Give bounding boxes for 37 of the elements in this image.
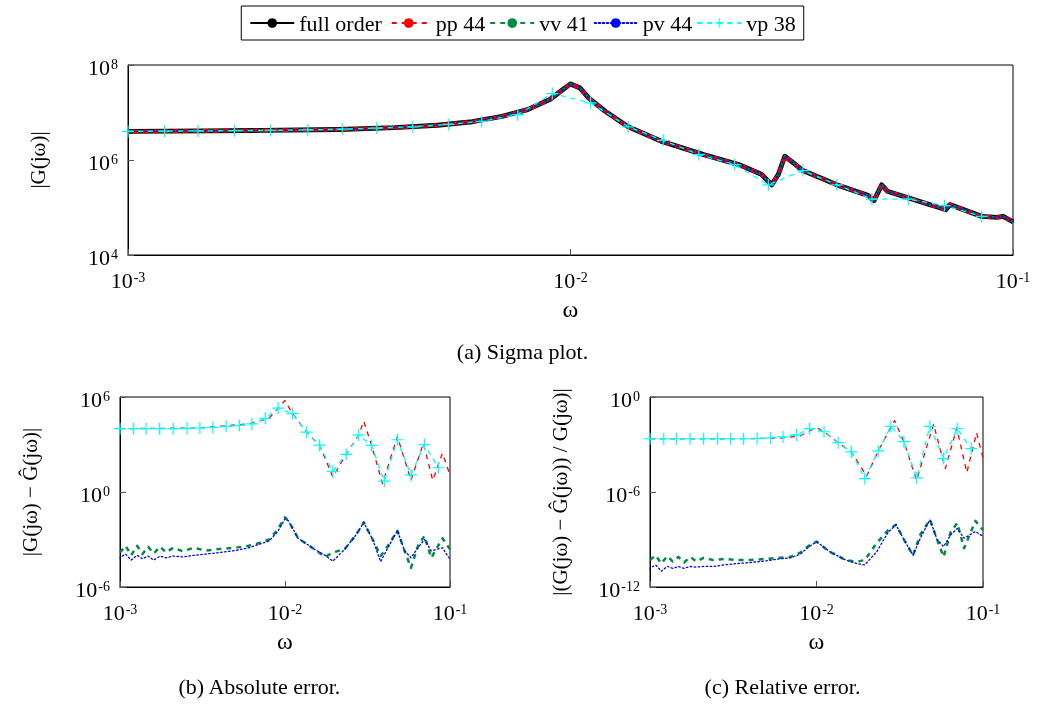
point <box>764 431 777 444</box>
point <box>192 124 205 137</box>
x-axis-title: ω <box>562 296 579 322</box>
point <box>644 432 656 445</box>
point <box>245 417 258 430</box>
point <box>897 435 910 448</box>
point <box>684 432 697 445</box>
legend-label: pp 44 <box>435 10 486 36</box>
point <box>114 422 126 435</box>
point <box>404 468 417 481</box>
text: (c) Relative error. <box>704 673 861 699</box>
point <box>370 122 383 135</box>
point <box>193 422 206 435</box>
point <box>272 402 285 415</box>
point <box>923 420 936 433</box>
point <box>790 428 803 441</box>
text: (a) Sigma plot. <box>456 338 589 364</box>
point <box>352 428 365 441</box>
legend-label: vp 38 <box>746 10 796 36</box>
y-axis-title: |G(jω) − Ĝ(jω)| <box>17 427 42 557</box>
text: (b) Absolute error. <box>178 673 341 699</box>
legend-label: pv 44 <box>642 10 693 36</box>
point <box>122 125 134 138</box>
point <box>884 420 897 433</box>
point <box>181 422 194 435</box>
point <box>830 178 843 191</box>
point <box>845 445 858 458</box>
point <box>301 123 314 136</box>
x-axis-title: ω <box>277 628 293 654</box>
y-axis-title: |(G(jω) − Ĝ(jω)) / G(jω)| <box>547 388 572 596</box>
point <box>872 444 885 457</box>
point <box>777 430 790 443</box>
legend-label: vv 41 <box>539 10 589 36</box>
point <box>818 425 831 438</box>
y-axis-title: |G(jω)| <box>25 131 50 189</box>
x-axis-title: ω <box>808 628 825 654</box>
legend-label: full order <box>299 10 383 36</box>
